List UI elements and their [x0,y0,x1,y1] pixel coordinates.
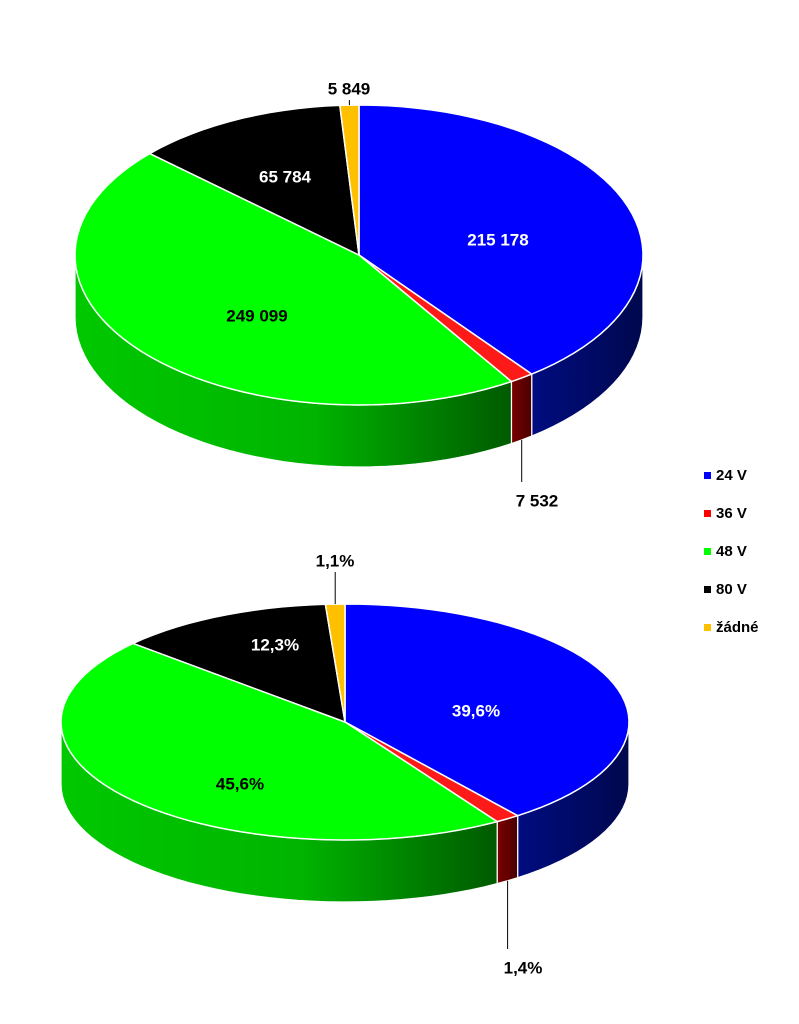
data-label-36-v: 7 532 [516,491,559,510]
data-label-24-v: 39,6% [452,701,500,720]
legend: 24 V 36 V 48 V 80 V žádné [704,467,759,636]
pie-slice-48-v [74,152,513,406]
data-label-36-v: 1,4% [504,958,543,977]
legend-label-36-v: 36 V [716,505,747,522]
legend-label-24-v: 24 V [716,467,747,484]
pie-slice-24-v [344,603,630,817]
legend-label-48-v: 48 V [716,543,747,560]
pie-side-36-v [510,373,533,445]
pie-slice-80-v [149,104,360,256]
data-label-dn: 5 849 [328,79,371,98]
pie-slice-48-v [60,642,498,841]
data-label-80-v: 12,3% [251,635,299,654]
legend-swatch-24-v [704,472,711,479]
legend-label-80-v: 80 V [716,581,747,598]
pie-chart-absolute: 215 178 7 532 249 099 65 784 5 849 [74,79,644,510]
data-label-48-v: 249 099 [226,306,287,325]
legend-swatch-36-v [704,510,711,517]
legend-swatch-dn [704,624,711,631]
pie-slice-80-v [132,603,346,723]
legend-swatch-80-v [704,586,711,593]
pie-side-36-v [496,814,519,885]
data-label-48-v: 45,6% [216,774,264,793]
data-label-dn: 1,1% [316,551,355,570]
pie-chart-percent: 39,6% 1,4% 45,6% 12,3% 1,1% [60,551,630,977]
legend-label-dn: žádné [716,619,759,636]
pie-slice-24-v [358,104,644,375]
data-label-80-v: 65 784 [259,167,312,186]
legend-swatch-48-v [704,548,711,555]
data-label-24-v: 215 178 [467,230,528,249]
